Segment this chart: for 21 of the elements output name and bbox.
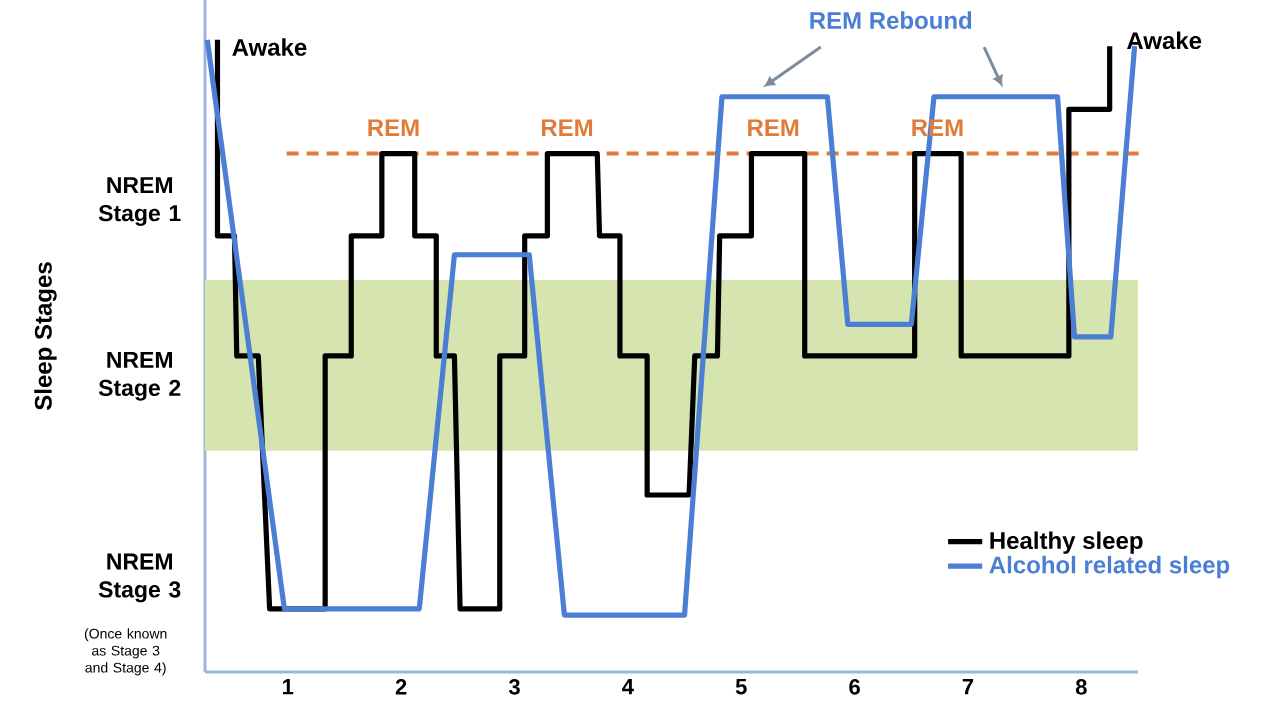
x-tick-label: 6 [849, 679, 860, 695]
x-tick-label: 7 [962, 679, 974, 695]
text: Sleep Stages [34, 262, 57, 411]
annotation: Awake [232, 38, 307, 56]
annotation: Awake [1127, 31, 1202, 50]
x-tick-label: 3 [508, 679, 520, 695]
legend-label: Alcohol related sleep [989, 555, 1230, 579]
text: REM Rebound [810, 11, 972, 29]
x-tick-label: 2 [395, 679, 407, 695]
x-tick-label: 5 [735, 679, 747, 695]
text: (Once known as Stage 3 and Stage 4) [84, 628, 167, 676]
legend-label: Healthy sleep [990, 531, 1143, 554]
text: NREM Stage 2 [98, 351, 181, 401]
x-tick-label: 8 [1075, 679, 1087, 695]
x-tick-label: 1 [283, 679, 294, 695]
text: NREM Stage 1 [98, 177, 181, 226]
annotation: REM [368, 119, 419, 136]
text: NREM Stage 3 [98, 553, 181, 603]
annotation: REM [748, 119, 799, 136]
x-tick-label: 4 [622, 679, 634, 695]
annotation: REM [541, 119, 593, 136]
